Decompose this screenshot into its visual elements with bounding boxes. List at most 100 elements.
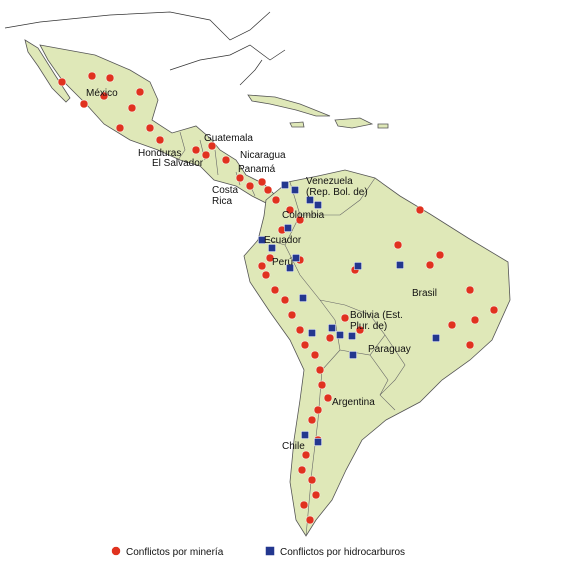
legend-label: Conflictos por hidrocarburos	[280, 547, 405, 558]
mining-conflict	[435, 250, 445, 260]
mining-conflict	[297, 465, 307, 475]
mining-conflict	[315, 365, 325, 375]
country-label: Guatemala	[204, 133, 253, 144]
mining-conflict	[489, 305, 499, 315]
mining-conflict	[105, 73, 115, 83]
hydrocarbon-conflict	[301, 431, 309, 439]
mining-conflict	[257, 177, 267, 187]
mining-conflict	[323, 393, 333, 403]
mining-conflict	[221, 155, 231, 165]
hydrocarbon-conflict	[432, 334, 440, 342]
mining-conflict	[355, 325, 365, 335]
mining-conflict	[271, 195, 281, 205]
mining-conflict	[99, 91, 109, 101]
mining-conflict	[310, 350, 320, 360]
mining-conflict	[295, 325, 305, 335]
country-label: Plur. de)	[350, 321, 387, 332]
south-america	[243, 169, 511, 537]
hydrocarbon-conflict	[308, 329, 316, 337]
country-label: El Salvador	[152, 158, 204, 169]
country-border	[261, 177, 406, 537]
hydrocarbon-conflict	[314, 201, 322, 209]
mining-conflict	[465, 340, 475, 350]
country-label: (Rep. Bol. de)	[306, 187, 368, 198]
mining-conflict	[155, 135, 165, 145]
hydrocarbon-conflict	[354, 262, 362, 270]
country-label: Perú	[272, 257, 293, 268]
mining-conflict	[305, 515, 315, 525]
hydrocarbon-conflict	[349, 351, 357, 359]
legend-label: Conflictos por minería	[126, 547, 224, 558]
north-america-outline	[4, 11, 286, 86]
hydrocarbon-conflict	[348, 332, 356, 340]
country-label: Colombia	[282, 210, 325, 221]
mining-conflict	[470, 315, 480, 325]
cuba	[247, 94, 331, 117]
country-label: Panamá	[238, 164, 276, 175]
mining-conflict	[263, 185, 273, 195]
mining-conflict	[299, 500, 309, 510]
mining-conflict	[425, 260, 435, 270]
country-label: Ecuador	[264, 235, 302, 246]
mining-conflict	[465, 285, 475, 295]
mining-conflict	[447, 320, 457, 330]
mining-conflict	[295, 215, 305, 225]
mining-conflict	[201, 150, 211, 160]
mining-conflict	[280, 295, 290, 305]
hydrocarbon-conflict	[396, 261, 404, 269]
mining-conflict	[300, 340, 310, 350]
mining-conflict	[415, 205, 425, 215]
country-label: Venezuela	[306, 176, 353, 187]
mining-conflict	[325, 333, 335, 343]
mining-conflict	[115, 123, 125, 133]
mining-conflict	[257, 261, 267, 271]
mining-conflict	[301, 450, 311, 460]
hydrocarbon-conflict	[306, 196, 314, 204]
mining-conflict	[145, 123, 155, 133]
mining-conflict	[57, 77, 67, 87]
hydrocarbon-conflict	[292, 254, 300, 262]
mining-conflict	[285, 205, 295, 215]
hydrocarbon-conflict	[286, 264, 294, 272]
mining-conflict	[270, 285, 280, 295]
mining-conflict	[313, 405, 323, 415]
mining-conflict	[235, 173, 245, 183]
baja-california	[24, 39, 71, 103]
hydrocarbon-conflict	[281, 181, 289, 189]
hydrocarbon-conflict	[291, 186, 299, 194]
legend-swatch	[111, 546, 121, 556]
country-label: Nicaragua	[240, 150, 286, 161]
mining-conflict	[307, 415, 317, 425]
mining-conflict	[135, 87, 145, 97]
mining-conflict	[393, 240, 403, 250]
mining-conflict	[340, 313, 350, 323]
mining-conflict	[317, 380, 327, 390]
country-label: Bolivia (Est.	[350, 310, 403, 321]
country-label: Paraguay	[368, 344, 411, 355]
country-label: Argentina	[332, 397, 375, 408]
mining-conflict	[191, 145, 201, 155]
country-label: Rica	[212, 196, 232, 207]
country-label: Brasil	[412, 288, 437, 299]
country-label: Costa	[212, 185, 239, 196]
mining-conflict	[311, 490, 321, 500]
hispaniola	[334, 117, 374, 129]
mining-conflict	[261, 270, 271, 280]
jamaica	[289, 121, 305, 128]
mining-conflict	[265, 253, 275, 263]
mining-conflict	[87, 71, 97, 81]
country-label: Chile	[282, 441, 305, 452]
hydrocarbon-conflict	[258, 236, 266, 244]
hydrocarbon-conflict	[336, 331, 344, 339]
hydrocarbon-conflict	[328, 324, 336, 332]
mining-conflict	[127, 103, 137, 113]
country-border	[177, 131, 256, 197]
hydrocarbon-conflict	[314, 438, 322, 446]
mining-conflict	[79, 99, 89, 109]
puerto-rico	[377, 123, 389, 129]
mining-conflict	[245, 181, 255, 191]
hydrocarbon-conflict	[268, 244, 276, 252]
hydrocarbon-conflict	[284, 224, 292, 232]
country-label: Honduras	[138, 148, 181, 159]
